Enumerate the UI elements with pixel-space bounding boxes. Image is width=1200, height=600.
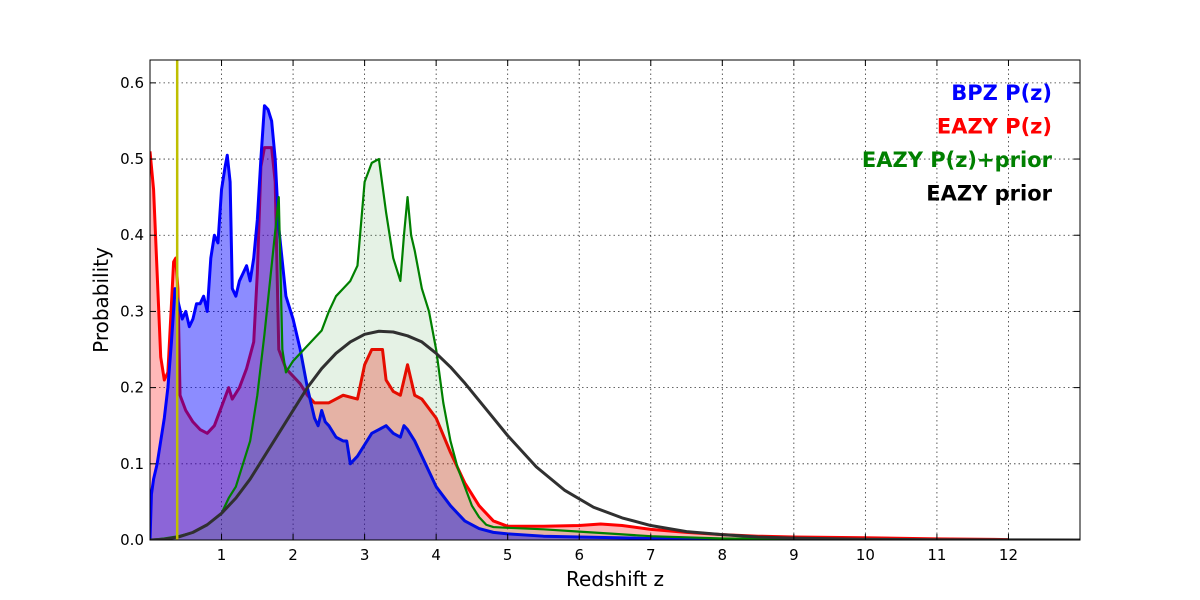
eazy-p-z-area [150,147,1009,540]
x-tick-label: 12 [999,546,1018,564]
x-tick-label: 2 [288,546,298,564]
x-tick-label: 10 [856,546,875,564]
y-axis-label: Probability [89,247,113,353]
legend: BPZ P(z) EAZY P(z) EAZY P(z)+prior EAZY pri… [862,81,1053,206]
x-tick-label: 11 [927,546,946,564]
x-tick-label: 1 [217,546,227,564]
series-layer [150,104,1080,540]
legend-bpz-p-z: BPZ P(z) [951,81,1052,105]
y-tick-label: 0.1 [120,455,144,473]
x-tick-label: 9 [789,546,799,564]
x-axis-label: Redshift z [566,567,664,591]
bpz-p-z-line [150,104,794,540]
bpz-p-z-area [150,105,794,540]
y-tick-label: 0.6 [120,74,144,92]
legend-eazy-p-z: EAZY P(z) [937,115,1052,139]
x-tick-label: 8 [718,546,728,564]
x-tick-label: 4 [431,546,441,564]
eazy-p-z-prior-area [150,159,866,540]
plot-frame [149,59,1081,541]
axis-ticks: 1 2 3 4 5 6 7 8 9 10 11 120.00.10.20.30.40.50.6 [120,60,1080,564]
eazy-p-z-prior-line [150,157,866,540]
x-tick-label: 6 [574,546,584,564]
y-tick-label: 0.4 [120,226,144,244]
y-tick-label: 0.0 [120,531,144,549]
x-tick-label: 7 [646,546,656,564]
x-tick-label: 5 [503,546,513,564]
y-tick-label: 0.3 [120,302,144,320]
eazy-prior-line [150,329,1080,540]
y-tick-label: 0.5 [120,150,144,168]
legend-eazy-p-z-prior: EAZY P(z)+prior [862,148,1053,172]
legend-eazy-prior: EAZY prior [926,182,1052,206]
x-tick-label: 3 [360,546,370,564]
y-tick-label: 0.2 [120,379,144,397]
